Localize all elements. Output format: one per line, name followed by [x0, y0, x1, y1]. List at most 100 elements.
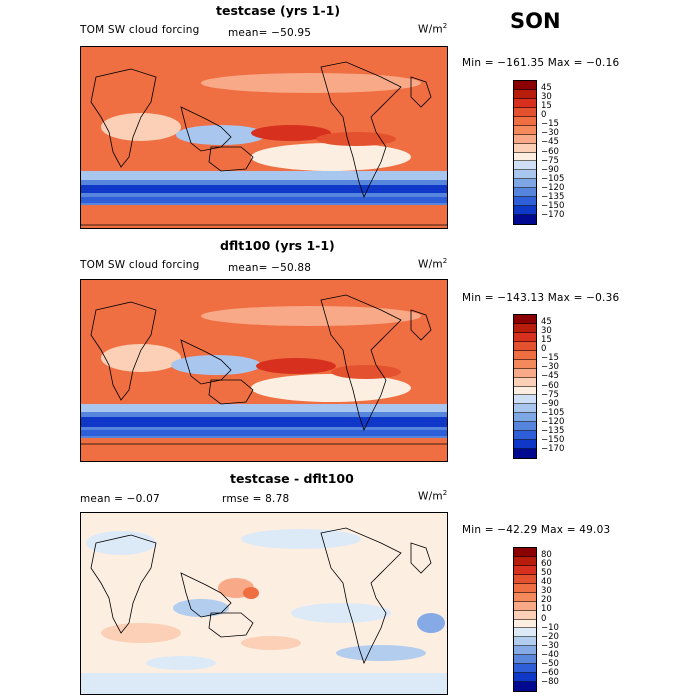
colorbar-swatch	[514, 341, 536, 351]
colorbar-tick-label: 40	[541, 577, 552, 588]
colorbar-swatch	[514, 556, 536, 566]
colorbar-tick-label: −150	[541, 434, 565, 445]
colorbar-swatch	[514, 143, 536, 153]
colorbar-swatch	[514, 179, 536, 189]
panel3-colorbar	[513, 547, 537, 692]
colorbar-tick-label: −15	[541, 119, 559, 130]
colorbar-swatch	[514, 170, 536, 180]
colorbar-tick-label: −75	[541, 389, 559, 400]
colorbar-swatch	[514, 655, 536, 665]
colorbar-swatch	[514, 125, 536, 135]
colorbar-swatch	[514, 81, 536, 90]
colorbar-tick-label: 10	[541, 604, 552, 615]
colorbar-swatch	[514, 377, 536, 387]
colorbar-tick-label: −40	[541, 649, 559, 660]
colorbar-tick-label: −45	[541, 371, 559, 382]
colorbar-swatch	[514, 664, 536, 674]
colorbar-tick-label: −80	[541, 676, 559, 687]
colorbar-tick-label: 50	[541, 568, 552, 579]
panel1-map	[80, 46, 448, 229]
colorbar-swatch	[514, 637, 536, 647]
colorbar-tick-label: −50	[541, 658, 559, 669]
panel1-units: W/m2	[418, 22, 448, 36]
colorbar-swatch	[514, 368, 536, 378]
colorbar-tick-label: 0	[541, 110, 547, 121]
panel1-minmax: Min = −161.35 Max = −0.16	[462, 57, 620, 69]
colorbar-tick-label: −170	[541, 209, 565, 220]
colorbar-swatch	[514, 673, 536, 683]
colorbar-tick-label: 15	[541, 335, 552, 346]
colorbar-swatch	[514, 315, 536, 324]
colorbar-tick-label: 0	[541, 344, 547, 355]
panel1-title: testcase (yrs 1-1)	[216, 3, 341, 18]
panel2-field	[81, 280, 447, 461]
colorbar-swatch	[514, 152, 536, 162]
colorbar-tick-label: −60	[541, 380, 559, 391]
colorbar-swatch	[514, 404, 536, 414]
colorbar-swatch	[514, 98, 536, 108]
panel3-map	[80, 512, 448, 695]
colorbar-swatch	[514, 413, 536, 423]
colorbar-swatch	[514, 574, 536, 584]
colorbar-swatch	[514, 332, 536, 342]
colorbar-swatch	[514, 323, 536, 333]
panel1-subtitle: TOM SW cloud forcing	[80, 24, 200, 36]
colorbar-tick-label: −90	[541, 398, 559, 409]
colorbar-tick-label: 15	[541, 101, 552, 112]
colorbar-swatch	[514, 610, 536, 620]
colorbar-tick-label: −90	[541, 164, 559, 175]
colorbar-swatch	[514, 197, 536, 207]
colorbar-tick-label: 20	[541, 595, 552, 606]
colorbar-tick-label: −135	[541, 191, 565, 202]
colorbar-tick-label: −10	[541, 622, 559, 633]
colorbar-tick-label: −15	[541, 353, 559, 364]
panel3-mean: mean = −0.07	[80, 493, 160, 505]
panel3-minmax: Min = −42.29 Max = 49.03	[462, 524, 611, 536]
colorbar-tick-label: −45	[541, 137, 559, 148]
panel2-map	[80, 279, 448, 462]
colorbar-swatch	[514, 449, 536, 458]
season-label: SON	[510, 9, 561, 33]
colorbar-swatch	[514, 215, 536, 224]
colorbar-tick-label: −105	[541, 173, 565, 184]
colorbar-tick-label: −105	[541, 407, 565, 418]
colorbar-tick-label: 45	[541, 317, 552, 328]
colorbar-swatch	[514, 548, 536, 557]
panel1-mean: mean= −50.95	[228, 27, 312, 39]
colorbar-tick-label: −30	[541, 640, 559, 651]
colorbar-swatch	[514, 350, 536, 360]
colorbar-swatch	[514, 646, 536, 656]
colorbar-tick-label: 30	[541, 586, 552, 597]
colorbar-swatch	[514, 422, 536, 432]
colorbar-tick-label: −150	[541, 200, 565, 211]
colorbar-tick-label: −30	[541, 362, 559, 373]
colorbar-swatch	[514, 359, 536, 369]
panel2-subtitle: TOM SW cloud forcing	[80, 259, 200, 271]
colorbar-swatch	[514, 431, 536, 441]
colorbar-swatch	[514, 206, 536, 216]
colorbar-tick-label: −75	[541, 155, 559, 166]
colorbar-swatch	[514, 116, 536, 126]
colorbar-tick-label: −120	[541, 182, 565, 193]
colorbar-tick-label: −30	[541, 128, 559, 139]
colorbar-swatch	[514, 161, 536, 171]
colorbar-tick-label: 30	[541, 92, 552, 103]
colorbar-tick-label: −60	[541, 667, 559, 678]
panel2-title: dflt100 (yrs 1-1)	[220, 238, 335, 253]
colorbar-swatch	[514, 188, 536, 198]
colorbar-tick-label: 30	[541, 326, 552, 337]
colorbar-tick-label: 0	[541, 613, 547, 624]
colorbar-tick-label: −60	[541, 146, 559, 157]
colorbar-swatch	[514, 619, 536, 629]
colorbar-swatch	[514, 386, 536, 396]
panel2-units: W/m2	[418, 257, 448, 271]
panel2-minmax: Min = −143.13 Max = −0.36	[462, 292, 620, 304]
colorbar-swatch	[514, 592, 536, 602]
panel2-mean: mean= −50.88	[228, 262, 312, 274]
panel2-colorbar	[513, 314, 537, 459]
colorbar-swatch	[514, 134, 536, 144]
colorbar-swatch	[514, 440, 536, 450]
colorbar-swatch	[514, 395, 536, 405]
colorbar-swatch	[514, 601, 536, 611]
colorbar-tick-label: 60	[541, 559, 552, 570]
